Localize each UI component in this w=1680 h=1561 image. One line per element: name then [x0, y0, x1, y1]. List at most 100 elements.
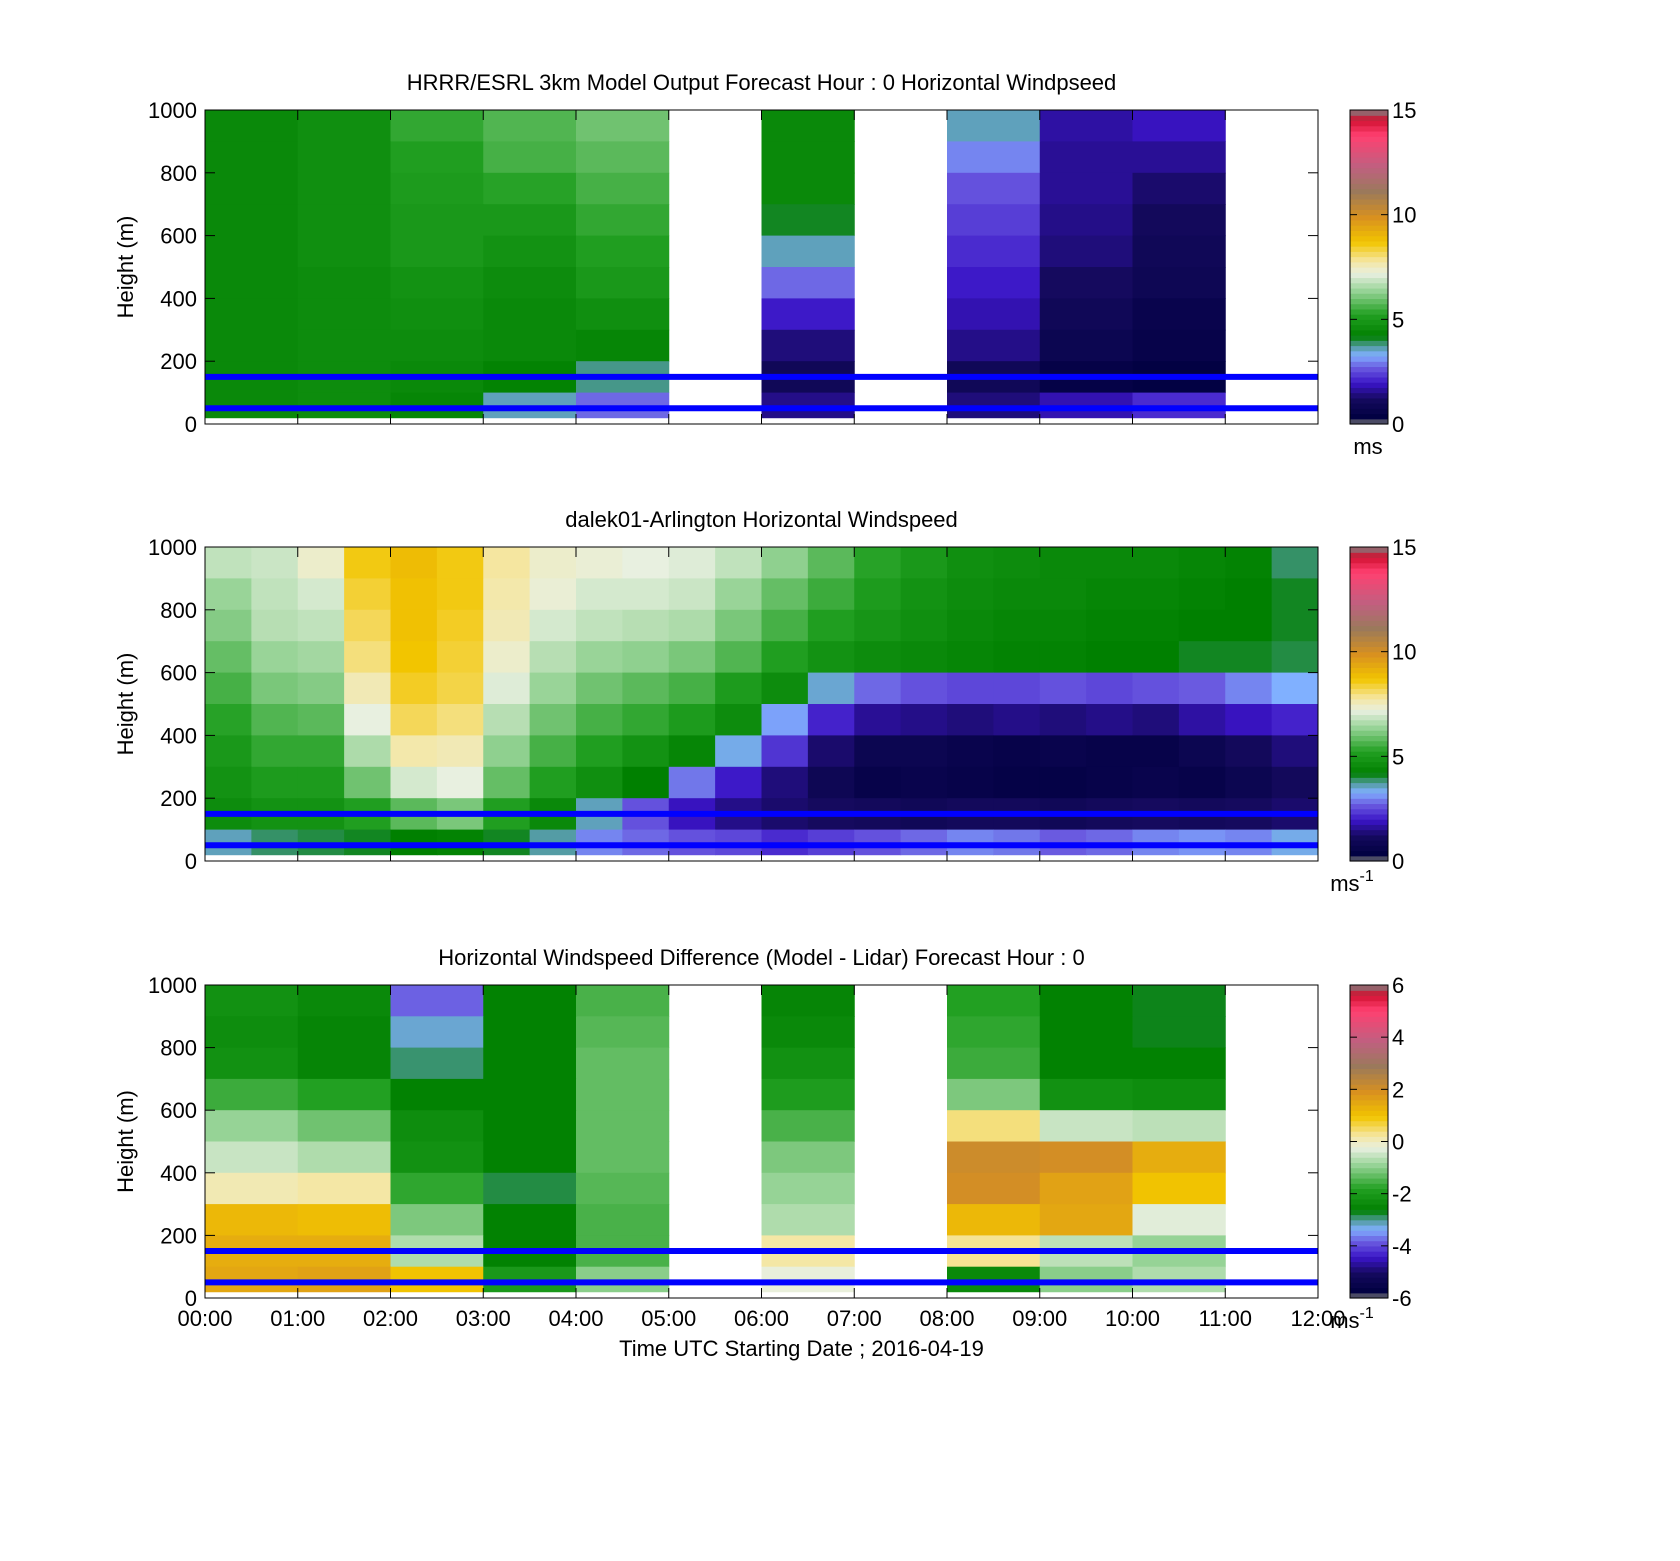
heatmap-cell [297, 985, 391, 1017]
heatmap-cell [1178, 672, 1226, 705]
heatmap-cell [483, 298, 577, 331]
colorbar-swatch [1350, 1251, 1388, 1257]
heatmap-cell [1132, 329, 1226, 362]
heatmap-cell [1225, 578, 1273, 611]
heatmap-cell [947, 547, 994, 579]
colorbar-swatch [1350, 714, 1388, 721]
heatmap-cell [483, 1172, 577, 1205]
heatmap-cell [483, 235, 577, 268]
colorbar-swatch [1350, 293, 1388, 299]
colorbar-swatch [1350, 1089, 1388, 1096]
heatmap-cell [205, 1110, 299, 1142]
heatmap-cell [1132, 1078, 1226, 1111]
heatmap-cell [529, 578, 577, 611]
colorbar-swatch [1350, 303, 1388, 310]
colorbar-tick-label: 5 [1392, 744, 1404, 769]
heatmap-cell [761, 1078, 855, 1111]
heatmap-cell [1271, 704, 1319, 736]
panel-3: 0 200 400 600 800 1000 00:00 01:00 02:00 03:00 04:… [113, 945, 1412, 1361]
heatmap-cell [297, 641, 345, 674]
heatmap-cell [993, 578, 1041, 611]
colorbar-swatch [1350, 1031, 1388, 1038]
colorbar-swatch [1350, 845, 1388, 852]
colorbar-swatch [1350, 371, 1388, 378]
heatmap-cell [297, 267, 391, 299]
heatmap-cell [715, 641, 762, 674]
colorbar-swatch [1350, 162, 1388, 169]
heatmap-cell [436, 609, 484, 642]
colorbar-swatch [1350, 808, 1388, 815]
heatmap-cell [1039, 985, 1133, 1017]
x-tick-label: 11:00 [1199, 1306, 1252, 1331]
heatmap-cell [622, 578, 670, 611]
heatmap-cell [1086, 735, 1133, 768]
colorbar-swatch [1350, 656, 1388, 663]
heatmap-cell [390, 547, 438, 579]
colorbar-swatch [1350, 651, 1388, 658]
x-tick-label: 01:00 [270, 1306, 325, 1331]
heatmap-cell [668, 578, 716, 611]
heatmap-cell [344, 766, 391, 799]
heatmap-cell [205, 298, 299, 331]
colorbar-swatch [1350, 188, 1388, 195]
heatmap-cell [900, 547, 948, 579]
heatmap-cell [297, 1141, 391, 1174]
colorbar-swatch [1350, 1125, 1388, 1132]
heatmap-cell [993, 641, 1041, 674]
colorbar-swatch [1350, 204, 1388, 211]
colorbar-swatch [1350, 1287, 1388, 1294]
heatmap-cell [529, 672, 577, 705]
heatmap-cell [390, 641, 438, 674]
colorbar-swatch [1350, 1245, 1388, 1252]
colorbar-swatch [1350, 677, 1388, 684]
x-tick-label: 12:00 [1290, 1306, 1345, 1331]
colorbar-swatch [1350, 1104, 1388, 1111]
heatmap-cell [900, 641, 948, 674]
colorbar-swatch [1350, 214, 1388, 221]
heatmap-cell [622, 672, 670, 705]
colorbar-swatch [1350, 840, 1388, 846]
heatmap-cell [947, 1141, 1041, 1174]
colorbar-swatch [1350, 413, 1388, 420]
colorbar-swatch [1350, 751, 1388, 757]
heatmap-cell [1178, 609, 1226, 642]
colorbar-swatch [1350, 298, 1388, 305]
heatmap-cell [344, 704, 391, 736]
heatmap-cell [297, 609, 345, 642]
heatmap-cell [622, 735, 670, 768]
heatmap-cell [1039, 267, 1133, 299]
heatmap-cell [807, 735, 855, 768]
heatmap-cell [483, 110, 577, 142]
colorbar-swatch [1350, 1005, 1388, 1012]
heatmap-cell [251, 578, 299, 611]
heatmap-cell [715, 672, 762, 705]
heatmap-cell [993, 766, 1041, 799]
heatmap-cell [1086, 672, 1133, 705]
heatmap-cell [576, 267, 670, 299]
colorbar-swatch [1350, 1256, 1388, 1263]
heatmap-cell [205, 641, 252, 674]
heatmap-cell [576, 204, 670, 237]
heatmap-cell [668, 609, 716, 642]
heatmap-cell [1132, 1204, 1226, 1236]
heatmap-cell [576, 1016, 670, 1049]
colorbar-swatch [1350, 1193, 1388, 1200]
colorbar-swatch [1350, 366, 1388, 373]
colorbar-swatch [1350, 1146, 1388, 1153]
heatmap-cell [1225, 547, 1273, 579]
colorbar-swatch [1350, 408, 1388, 415]
heatmap-cell [297, 672, 345, 705]
heatmap-cell [947, 578, 994, 611]
colorbar-swatch [1350, 719, 1388, 726]
heatmap-cell [947, 1078, 1041, 1111]
heatmap-cell [205, 704, 252, 736]
heatmap-cell [390, 735, 438, 768]
colorbar-swatch [1350, 683, 1388, 689]
heatmap-cell [807, 704, 855, 736]
heatmap-cell [297, 172, 391, 205]
colorbar-swatch [1350, 772, 1388, 778]
x-tick-label: 07:00 [827, 1306, 882, 1331]
colorbar-swatch [1350, 361, 1388, 368]
heatmap-cell [947, 141, 1041, 174]
colorbar-swatch [1350, 1058, 1388, 1064]
